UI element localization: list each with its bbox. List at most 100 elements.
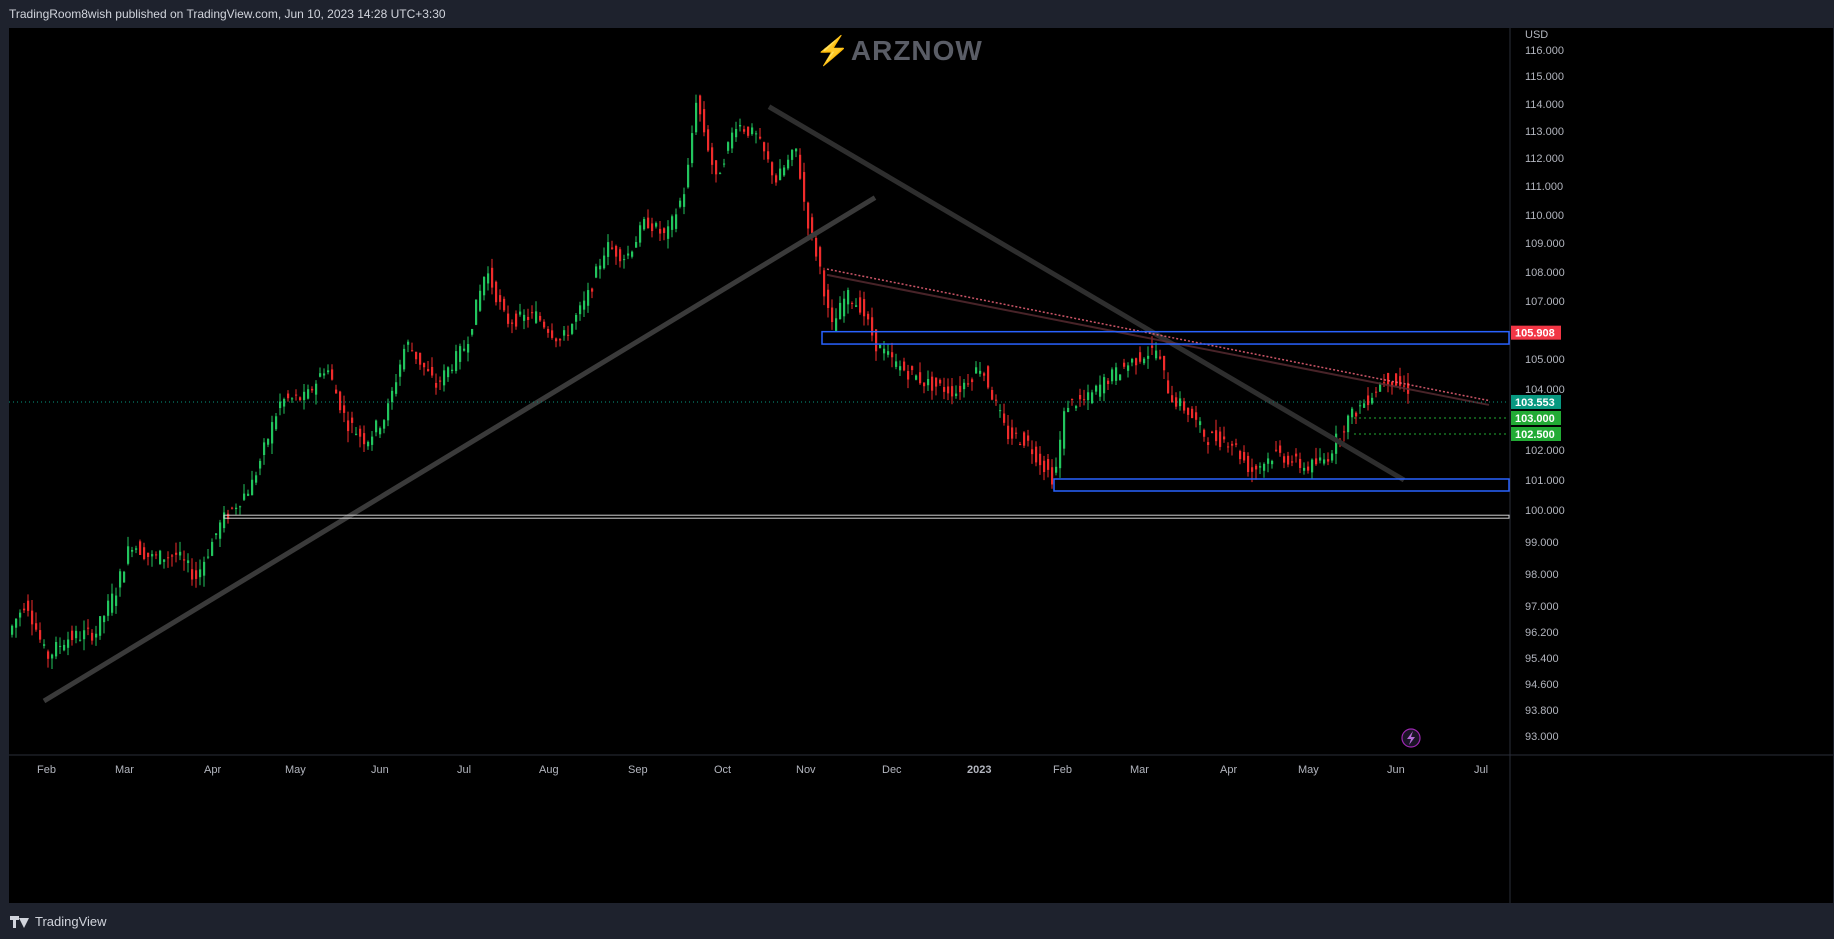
candle-body <box>911 366 914 371</box>
candle-body <box>723 163 726 165</box>
candle-body <box>547 328 550 333</box>
candle-body <box>839 302 842 319</box>
candle-body <box>279 401 282 409</box>
candle-body <box>139 541 142 556</box>
candle-body <box>1147 355 1150 359</box>
candle-body <box>863 299 866 317</box>
candle-body <box>219 522 222 539</box>
publish-header: TradingRoom8wish published on TradingVie… <box>0 0 1834 28</box>
candle-body <box>319 373 322 377</box>
candle-body <box>935 377 938 387</box>
y-tick-label: 102.000 <box>1525 445 1565 457</box>
candle-body <box>503 298 506 311</box>
resistance-line-shadow <box>826 273 1490 406</box>
candle-body <box>1271 460 1274 465</box>
tradingview-logo[interactable]: TradingView <box>10 914 107 929</box>
candle-body <box>707 129 710 151</box>
candle-body <box>1163 355 1166 371</box>
candle-body <box>1307 466 1310 471</box>
candle-body <box>631 251 634 257</box>
candle-body <box>1059 439 1062 469</box>
candle-body <box>179 551 182 556</box>
candle-body <box>187 560 190 564</box>
candle-body <box>1315 458 1318 465</box>
candle-body <box>507 313 510 324</box>
y-tick-label: 116.000 <box>1525 45 1564 57</box>
candle-body <box>963 382 966 390</box>
y-tick-label: 112.000 <box>1525 153 1564 165</box>
candle-body <box>523 314 526 321</box>
ascending-trendline <box>42 195 877 704</box>
candle-body <box>111 593 114 613</box>
candle-body <box>1283 456 1286 463</box>
candle-body <box>1383 382 1386 384</box>
candle-body <box>535 311 538 323</box>
candle-body <box>35 623 38 630</box>
candle-body <box>619 249 622 262</box>
x-tick-label: Mar <box>115 764 134 776</box>
candle-body <box>1347 415 1350 433</box>
candle-body <box>1007 425 1010 440</box>
x-tick-label: 2023 <box>967 764 991 776</box>
candle-body <box>39 630 42 640</box>
candle-body <box>1003 413 1006 423</box>
candle-body <box>827 289 830 308</box>
tradingview-logo-icon <box>10 915 30 928</box>
candle-body <box>339 391 342 411</box>
y-tick-label: 97.000 <box>1525 601 1559 613</box>
candle-body <box>251 479 254 496</box>
candle-body <box>739 125 742 127</box>
candle-body <box>799 154 802 179</box>
candle-body <box>1067 407 1070 413</box>
candle-body <box>1211 431 1214 434</box>
candle-body <box>375 420 378 433</box>
price-tag <box>1511 427 1561 441</box>
candle-body <box>387 403 390 421</box>
candle-body <box>627 253 630 256</box>
candle-body <box>1203 429 1206 437</box>
x-tick-label: Feb <box>1053 764 1072 776</box>
candle-body <box>783 167 786 176</box>
candle-body <box>207 556 210 558</box>
candle-body <box>1259 466 1262 468</box>
candle-body <box>243 493 246 500</box>
y-tick-label: 95.400 <box>1525 653 1559 665</box>
candle-body <box>727 142 730 151</box>
candle-body <box>1231 443 1234 446</box>
candle-body <box>851 302 854 304</box>
candle-body <box>359 428 362 437</box>
candle-body <box>203 561 206 576</box>
candle-body <box>807 202 810 229</box>
candle-body <box>983 373 986 376</box>
candle-body <box>1355 412 1358 417</box>
candle-body <box>743 129 746 132</box>
candle-body <box>239 506 242 508</box>
candle-body <box>127 546 130 564</box>
candle-body <box>215 533 218 536</box>
candle-body <box>1323 459 1326 464</box>
candle-body <box>1139 352 1142 362</box>
candle-body <box>567 334 570 336</box>
candle-body <box>1391 381 1394 387</box>
support-zone <box>1053 478 1510 492</box>
candle-body <box>999 410 1002 412</box>
candle-body <box>1111 369 1114 382</box>
candle-body <box>1267 458 1270 464</box>
candle-body <box>591 288 594 292</box>
candle-body <box>115 595 118 606</box>
candle-body <box>871 317 874 336</box>
candle-body <box>831 307 834 323</box>
y-tick-label: 98.000 <box>1525 569 1559 581</box>
candle-body <box>1247 455 1250 473</box>
chart-pane[interactable]: USD 116.000 115.000 114.000 113.000 112.000 11… <box>9 28 1833 903</box>
candle-body <box>119 571 122 588</box>
candle-body <box>343 405 346 413</box>
candle-body <box>647 217 650 229</box>
candle-body <box>1299 458 1302 468</box>
candle-body <box>955 393 958 397</box>
arznow-watermark: ⚡ARZNOW <box>815 34 983 67</box>
candle-body <box>599 265 602 270</box>
candle-body <box>99 616 102 636</box>
price-chart-svg[interactable]: USD 116.000 115.000 114.000 113.000 112.000 11… <box>9 28 1833 903</box>
candle-body <box>531 312 534 314</box>
